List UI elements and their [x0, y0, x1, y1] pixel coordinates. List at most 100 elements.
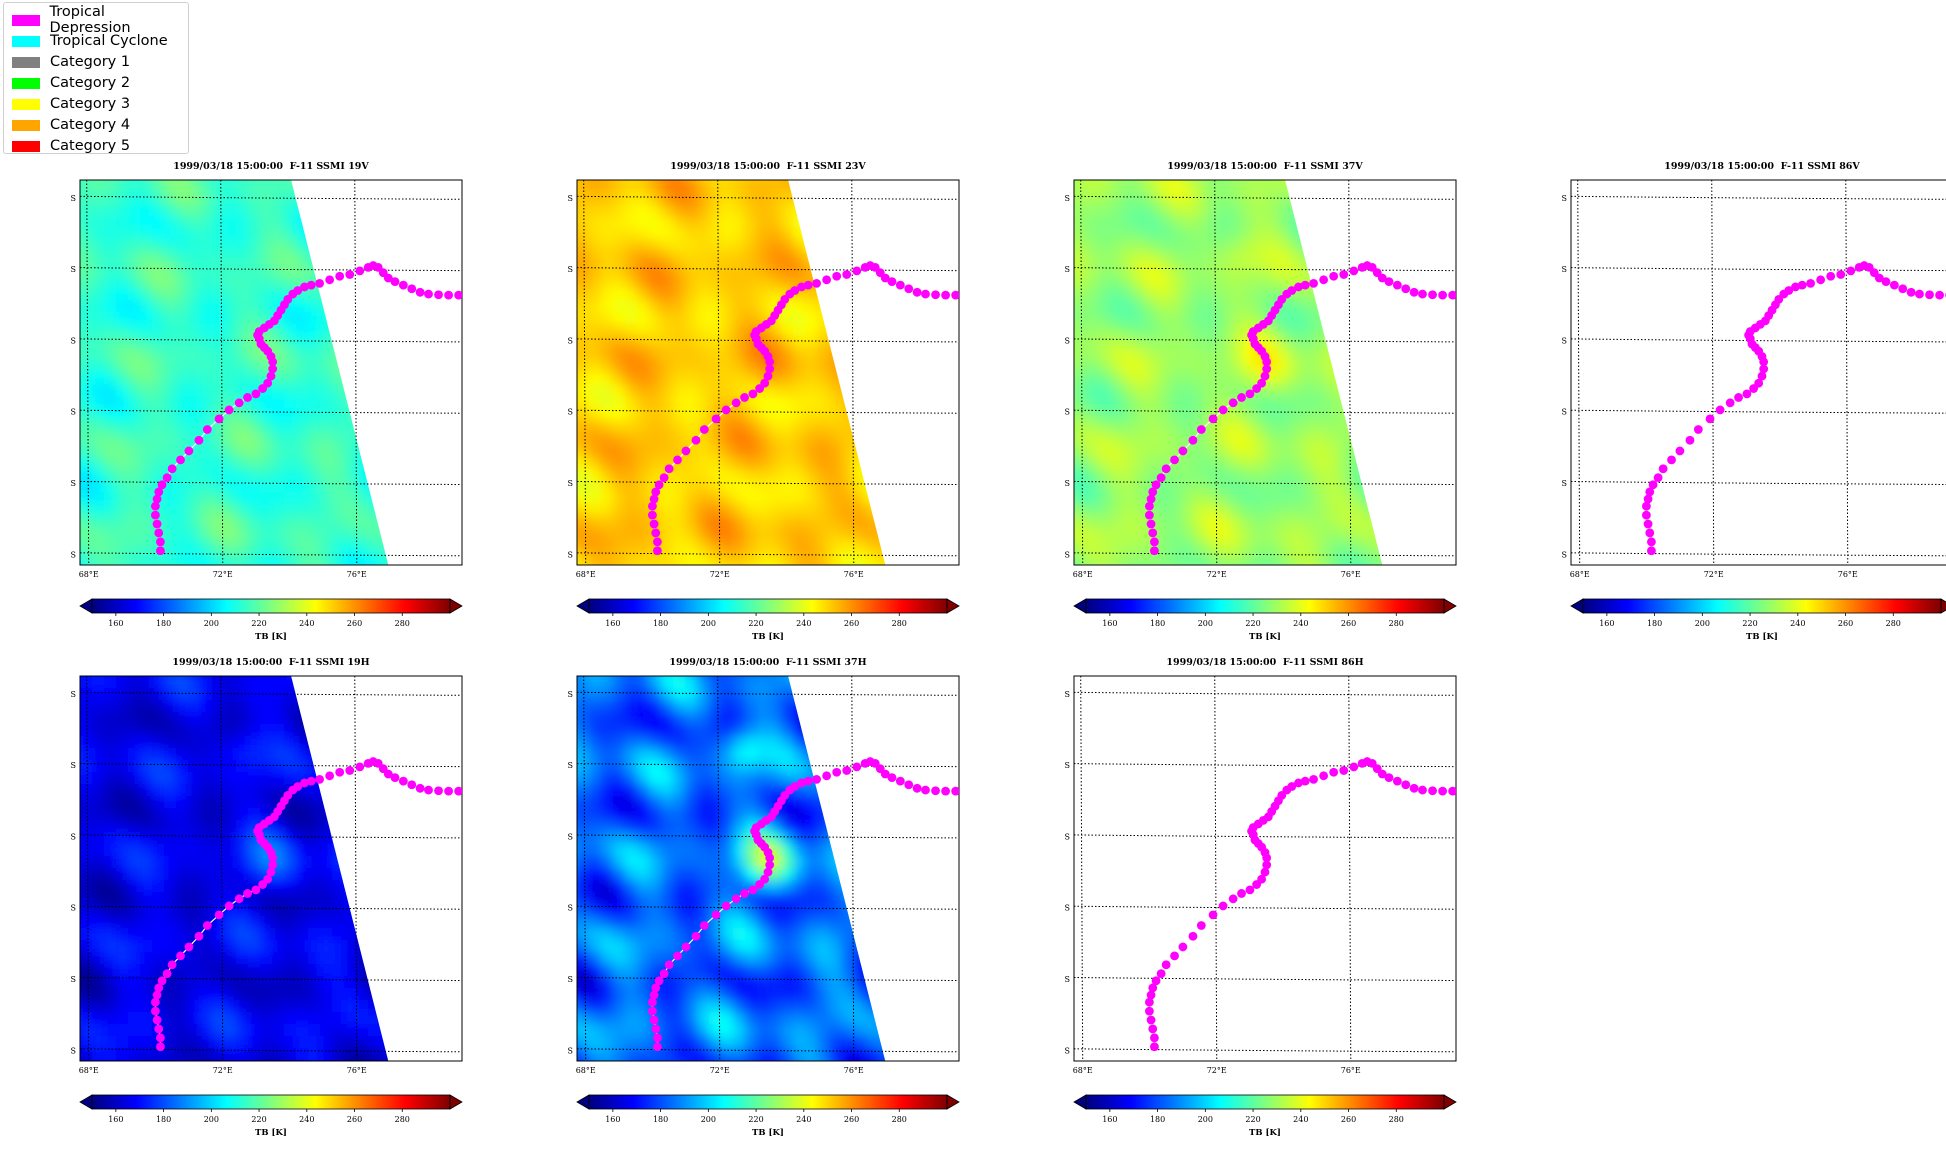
map-frame — [79, 179, 463, 566]
track-point — [731, 894, 741, 904]
track-point — [654, 976, 664, 986]
track-point — [1448, 290, 1456, 300]
track-point — [234, 894, 244, 904]
track-point — [797, 282, 806, 292]
track-point — [454, 290, 462, 300]
colorbar-tick-label: 160 — [605, 1115, 620, 1124]
lat-tick-label: 10°S — [1064, 690, 1070, 699]
track-point — [1791, 282, 1800, 292]
map-frame — [79, 675, 463, 1062]
track-point — [1889, 280, 1899, 290]
lat-tick-label: 14°S — [70, 832, 76, 841]
storm-track — [647, 757, 959, 1052]
lon-tick-label: 72°E — [710, 1066, 730, 1075]
track-point — [152, 494, 162, 504]
track-point — [1245, 885, 1255, 895]
track-point — [154, 528, 164, 538]
track-point — [1151, 480, 1161, 490]
track-point — [202, 425, 212, 434]
lat-tick-label: 10°S — [1064, 194, 1070, 203]
track-point — [812, 774, 821, 784]
track-point — [1188, 435, 1198, 445]
track-point — [1742, 389, 1752, 399]
legend-swatch — [12, 98, 40, 110]
track-point — [1287, 286, 1297, 295]
track-point — [740, 889, 749, 898]
track-point — [1725, 398, 1735, 408]
legend-swatch — [12, 56, 40, 68]
track-point — [1150, 1042, 1159, 1052]
track-point — [1377, 769, 1387, 779]
track-point — [1148, 1024, 1158, 1034]
colorbar-tick-label: 180 — [1150, 619, 1165, 628]
tb-field — [80, 676, 389, 1061]
track-point — [1287, 782, 1297, 791]
track-point — [1218, 405, 1228, 415]
map-axes: 10°S12°S14°S16°S18°S20°S68°E72°E76°E1601… — [1064, 675, 1457, 1136]
track-point — [157, 976, 167, 986]
legend-item: Category 1 — [12, 53, 130, 71]
track-point — [1392, 280, 1402, 290]
track-point — [251, 885, 261, 895]
track-point — [1836, 270, 1846, 279]
lat-tick-label: 16°S — [1064, 904, 1070, 913]
track-point — [268, 364, 278, 374]
track-point — [214, 414, 224, 424]
track-point — [263, 378, 273, 388]
track-point — [649, 494, 659, 504]
track-point — [1409, 783, 1419, 793]
track-point — [1667, 455, 1676, 465]
storm-track — [1641, 261, 1946, 556]
track-point — [647, 997, 657, 1007]
track-point — [951, 290, 959, 300]
colorbar-tick-label: 200 — [701, 619, 716, 628]
track-point — [1645, 487, 1655, 497]
track-point — [1144, 510, 1154, 520]
track-point — [765, 860, 775, 870]
track-point — [184, 942, 194, 952]
lon-tick-label: 72°E — [213, 1066, 233, 1075]
lon-tick-label: 76°E — [347, 570, 367, 579]
track-point — [1294, 778, 1303, 788]
legend-label: Category 4 — [50, 117, 131, 133]
track-point — [434, 290, 443, 300]
track-point — [912, 287, 922, 297]
track-point — [300, 778, 309, 788]
track-point — [251, 389, 261, 399]
colorbar-tick-label: 280 — [892, 1115, 907, 1124]
lat-tick-label: 14°S — [70, 336, 76, 345]
colorbar: 160 180 200 220 240 260 280 TB [K] — [1570, 598, 1946, 640]
track-point — [202, 921, 212, 930]
panel-title: 1999/03/18 15:00:00 F-11 SSMI 19V — [173, 161, 369, 172]
lat-tick-label: 18°S — [1064, 479, 1070, 488]
track-point — [167, 464, 177, 474]
track-point — [1384, 773, 1394, 782]
track-point — [444, 786, 453, 796]
track-point — [852, 762, 862, 772]
track-point — [1448, 786, 1456, 796]
track-point — [832, 767, 842, 777]
track-point — [1170, 951, 1179, 961]
track-point — [268, 860, 278, 870]
track-point — [194, 435, 204, 445]
colorbar-label: TB [K] — [1249, 1128, 1281, 1136]
track-point — [156, 546, 165, 556]
track-point — [1329, 271, 1339, 281]
track-point — [224, 901, 234, 911]
lon-tick-label: 68°E — [576, 570, 596, 579]
track-point — [647, 501, 657, 511]
track-point — [1643, 494, 1653, 504]
legend-item: Tropical Depression — [12, 4, 188, 36]
lon-tick-label: 68°E — [79, 1066, 99, 1075]
track-point — [1262, 364, 1272, 374]
track-point — [895, 776, 905, 786]
track-point — [1759, 364, 1769, 374]
track-point — [1144, 501, 1154, 511]
legend-swatch — [12, 119, 40, 131]
legend-label: Category 1 — [50, 54, 131, 70]
colorbar-tick-label: 240 — [1293, 619, 1308, 628]
track-point — [760, 378, 770, 388]
track-point — [1339, 766, 1349, 775]
colorbar-tick-label: 180 — [1647, 619, 1662, 628]
track-point — [162, 969, 172, 979]
